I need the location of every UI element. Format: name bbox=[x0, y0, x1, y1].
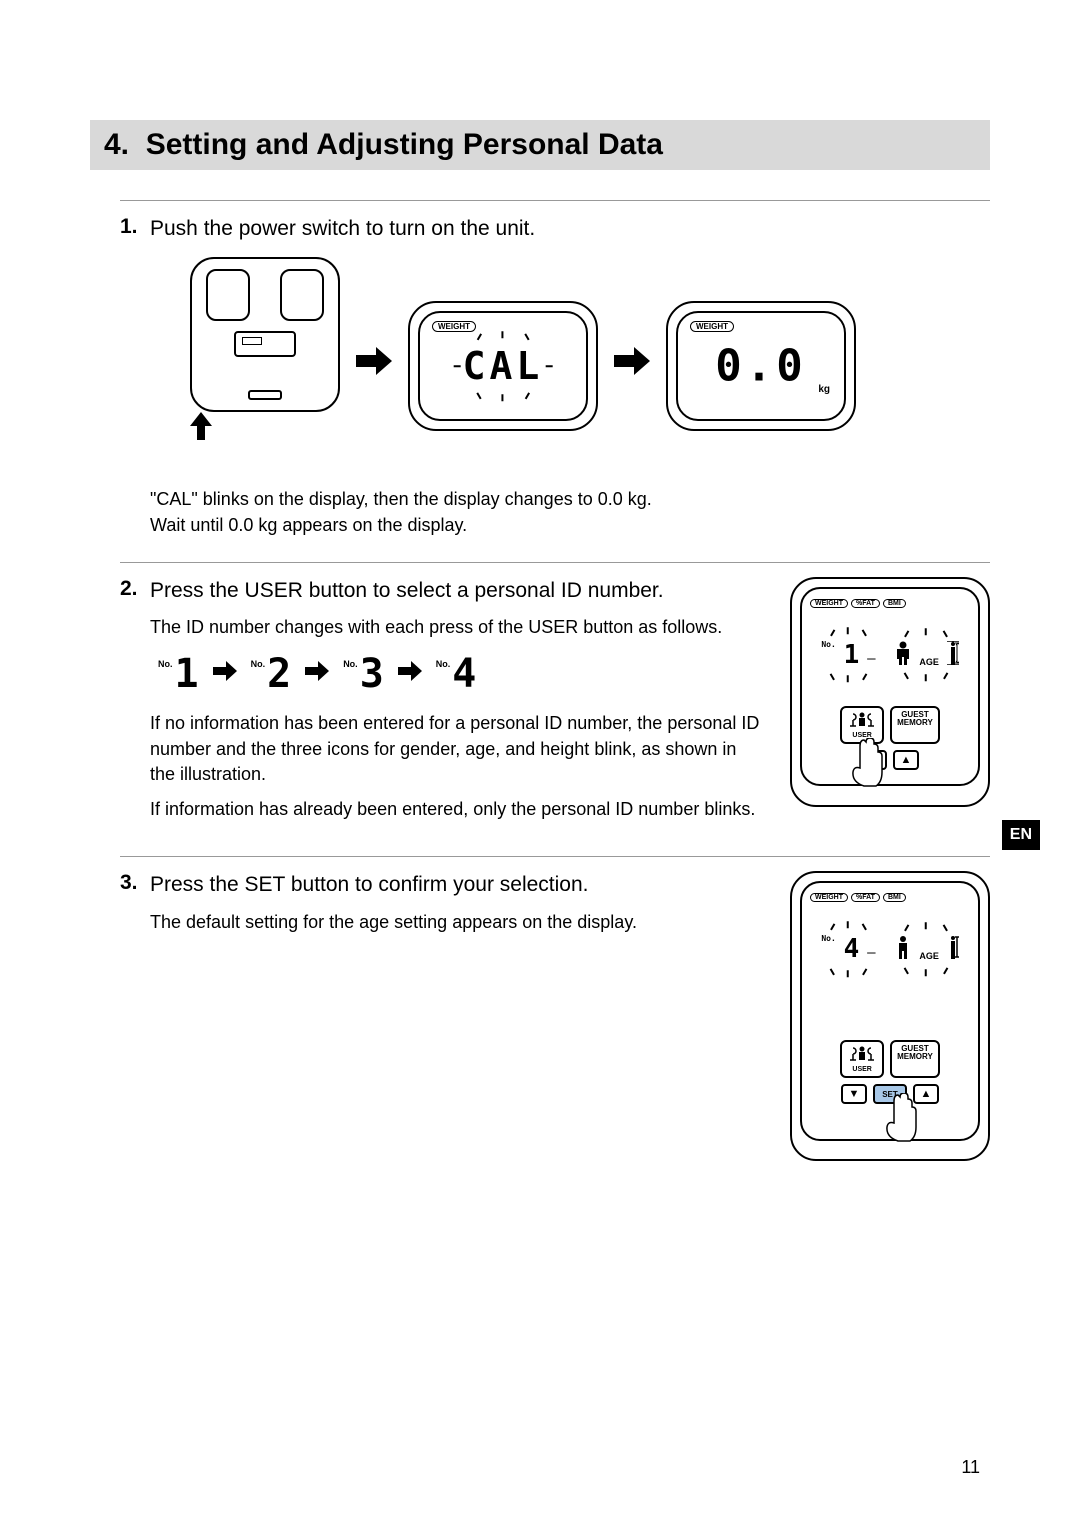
weight-tag: WEIGHT bbox=[690, 321, 734, 332]
step-2-body-1: The ID number changes with each press of… bbox=[150, 615, 760, 640]
page-number: 11 bbox=[961, 1457, 980, 1478]
language-tag: EN bbox=[1002, 820, 1040, 850]
step-3-number: 3. bbox=[120, 871, 138, 895]
person-icon bbox=[894, 654, 920, 669]
up-button: ▲ bbox=[893, 750, 919, 770]
arrow-right-icon bbox=[356, 343, 392, 389]
step-2: 2. Press the USER button to select a per… bbox=[120, 562, 990, 832]
section-number: 4. bbox=[104, 128, 129, 161]
up-arrow-icon bbox=[190, 412, 340, 445]
step-3-body-1: The default setting for the age setting … bbox=[150, 910, 760, 935]
lcd-cal: WEIGHT CAL bbox=[408, 301, 598, 431]
step-3-title: Press the SET button to confirm your sel… bbox=[150, 871, 760, 899]
guest-memory-button: GUEST MEMORY bbox=[890, 1040, 940, 1078]
step-1-figure-row: WEIGHT CAL WEIGHT 0.0 kg bbox=[190, 257, 990, 475]
zero-text: 0.0 bbox=[715, 341, 806, 392]
user-button: USER bbox=[840, 1040, 884, 1078]
arrow-right-icon bbox=[614, 343, 650, 389]
step-2-body-2: If no information has been entered for a… bbox=[150, 711, 760, 787]
user-icon bbox=[847, 1048, 877, 1064]
user-icon bbox=[847, 714, 877, 730]
section-title: 4. Setting and Adjusting Personal Data bbox=[104, 128, 976, 162]
weight-tag: WEIGHT bbox=[432, 321, 476, 332]
person-icon bbox=[894, 948, 920, 963]
arrow-right-icon bbox=[213, 654, 237, 693]
step-2-body-3: If information has already been entered,… bbox=[150, 797, 760, 822]
height-icon bbox=[947, 948, 959, 963]
down-button: ▼ bbox=[841, 1084, 867, 1104]
id-sequence: No.1 No.2 No.3 No.4 bbox=[158, 654, 760, 693]
cal-text: CAL bbox=[463, 344, 544, 388]
step-3: 3. Press the SET button to confirm your … bbox=[120, 856, 990, 1161]
scale-device bbox=[190, 257, 340, 475]
monitor-step-2: WEIGHT %FAT BMI No. 1 – bbox=[790, 577, 990, 807]
height-icon bbox=[947, 654, 959, 669]
guest-memory-button: GUEST MEMORY bbox=[890, 706, 940, 744]
step-1-caption-2: Wait until 0.0 kg appears on the display… bbox=[150, 513, 990, 538]
finger-press-icon bbox=[884, 1093, 918, 1143]
arrow-right-icon bbox=[305, 654, 329, 693]
lcd-zero: WEIGHT 0.0 kg bbox=[666, 301, 856, 431]
finger-press-icon bbox=[850, 738, 884, 788]
arrow-right-icon bbox=[398, 654, 422, 693]
step-2-number: 2. bbox=[120, 577, 138, 601]
step-1-number: 1. bbox=[120, 215, 138, 239]
step-1: 1. Push the power switch to turn on the … bbox=[120, 200, 990, 538]
section-title-text: Setting and Adjusting Personal Data bbox=[146, 128, 663, 161]
step-1-title: Push the power switch to turn on the uni… bbox=[150, 215, 990, 243]
kg-unit: kg bbox=[818, 384, 830, 395]
section-header: 4. Setting and Adjusting Personal Data bbox=[90, 120, 990, 170]
step-2-title: Press the USER button to select a person… bbox=[150, 577, 760, 605]
monitor-step-3: WEIGHT %FAT BMI No. 4 – bbox=[790, 871, 990, 1161]
step-1-caption-1: "CAL" blinks on the display, then the di… bbox=[150, 487, 990, 512]
